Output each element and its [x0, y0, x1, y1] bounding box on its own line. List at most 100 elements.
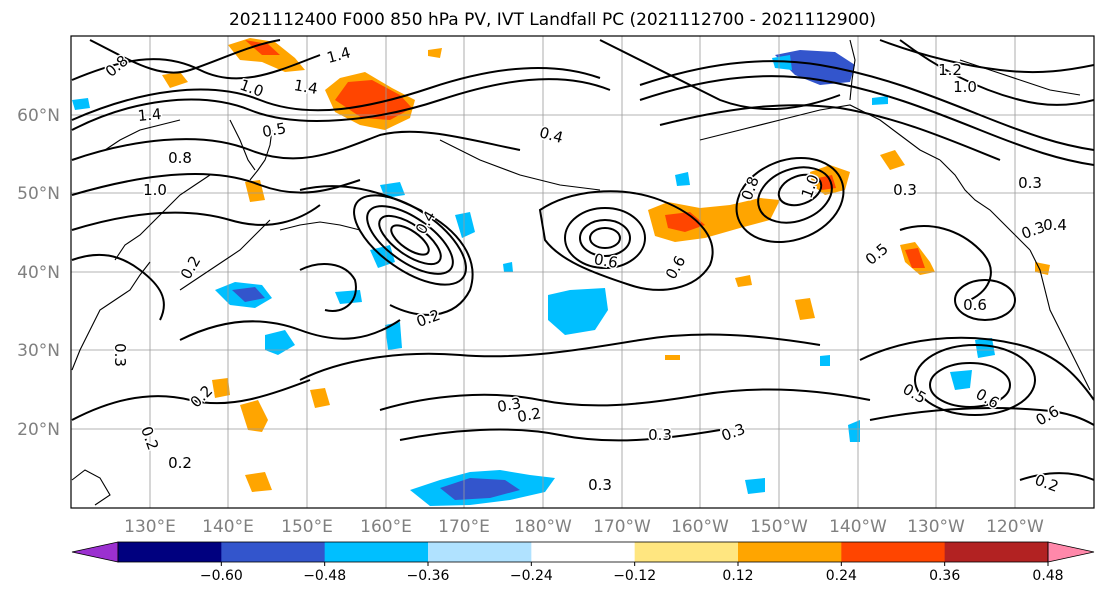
- pv-contour: [929, 362, 1011, 408]
- colorbar-tick-label: −0.24: [510, 568, 553, 584]
- shading-layer: [72, 38, 1050, 506]
- shade-patch: [162, 72, 188, 88]
- contour-label: 0.3: [893, 181, 917, 199]
- colorbar-segment: [428, 542, 532, 562]
- shade-patch: [880, 150, 905, 170]
- contour-label: 0.5: [261, 119, 288, 141]
- lat-label: 60°N: [17, 106, 60, 126]
- contour-label: 1.4: [137, 105, 162, 125]
- colorbar-segment: [221, 542, 326, 562]
- contour-label: 0.4: [1043, 216, 1067, 234]
- coastline: [104, 119, 181, 151]
- pv-contour: [564, 207, 646, 269]
- pv-contour: [89, 39, 281, 74]
- lon-label: 130°W: [907, 517, 965, 537]
- lat-label: 40°N: [17, 263, 60, 283]
- lon-label: 170°W: [593, 517, 651, 537]
- pv-contours: [71, 39, 1094, 481]
- pv-contour: [353, 194, 467, 286]
- coastline: [249, 129, 273, 181]
- pv-contour: [71, 253, 165, 321]
- coastline: [71, 469, 111, 506]
- colorbar-tick-label: −0.60: [200, 568, 243, 584]
- contour-label: 1.0: [143, 181, 167, 199]
- contour-label: 0.3: [1018, 174, 1042, 192]
- pv-contour: [899, 39, 1094, 106]
- colorbar-tick-label: −0.36: [407, 568, 450, 584]
- shade-patch: [795, 298, 815, 320]
- shade-patch: [72, 98, 90, 110]
- pv-contour: [879, 39, 1094, 74]
- colorbar-extend-high: [1047, 541, 1095, 563]
- shade-patch: [820, 355, 830, 366]
- colorbar-segment: [738, 542, 842, 562]
- plot-frame: [70, 35, 1095, 509]
- contour-label: 0.2: [168, 454, 192, 472]
- colorbar-tick-label: 0.12: [722, 568, 753, 584]
- shade-patch: [775, 50, 855, 85]
- pv-contour: [299, 333, 821, 381]
- shade-patch: [385, 322, 402, 350]
- colorbar-segment: [531, 542, 636, 562]
- shade-patch: [848, 420, 860, 442]
- contour-label: 0.3: [588, 476, 612, 494]
- pv-contour: [299, 263, 357, 312]
- contour-label: 0.8: [168, 149, 192, 167]
- pv-contour: [399, 428, 721, 442]
- pv-contour: [914, 344, 1036, 416]
- pv-contour: [538, 190, 714, 291]
- shade-patch: [950, 370, 972, 390]
- contour-label: 0.3: [648, 426, 672, 444]
- colorbar-segment: [841, 542, 946, 562]
- shade-patch: [975, 338, 995, 358]
- shade-patch: [503, 262, 513, 272]
- lon-label: 130°E: [124, 517, 176, 537]
- pv-contour: [599, 39, 841, 111]
- colorbar-segment: [118, 542, 222, 562]
- contour-label: 1.2: [938, 61, 962, 79]
- colorbar-outline: [117, 541, 1049, 563]
- contour-label: 1.4: [293, 76, 320, 98]
- pv-contour: [71, 173, 361, 196]
- pv-contour: [579, 219, 631, 257]
- colorbar-segment: [944, 542, 1049, 562]
- pv-contour: [71, 379, 311, 421]
- colorbar-segment: [324, 542, 429, 562]
- shade-patch: [675, 172, 690, 186]
- lon-label: 140°W: [829, 517, 887, 537]
- pv-contour: [639, 60, 1094, 151]
- pv-contour: [859, 336, 1094, 401]
- colorbar: −0.60 −0.48 −0.36 −0.24 −0.12 0.12 0.24 0.36 0.4…: [71, 541, 1095, 584]
- shade-patch: [440, 478, 520, 500]
- pv-contour: [899, 225, 992, 301]
- shade-patch: [905, 248, 925, 268]
- lon-label: 120°W: [986, 517, 1044, 537]
- pv-contour: [366, 205, 454, 275]
- colorbar-tick-label: 0.48: [1032, 568, 1063, 584]
- pv-contour: [179, 319, 401, 341]
- shade-patch: [665, 355, 680, 360]
- shade-patch: [240, 400, 268, 432]
- shade-patch: [872, 96, 888, 105]
- coastline: [849, 39, 856, 101]
- shade-patch: [335, 80, 412, 120]
- pv-contour: [71, 78, 611, 131]
- latitude-labels: 60°N 50°N 40°N 30°N 20°N: [17, 106, 60, 440]
- coastline: [114, 174, 211, 261]
- shade-patch: [455, 212, 475, 238]
- lon-label: 170°E: [438, 517, 490, 537]
- lon-label: 150°W: [750, 517, 808, 537]
- pv-contour: [299, 185, 474, 316]
- pv-contour: [71, 54, 321, 81]
- lon-label: 160°W: [671, 517, 729, 537]
- shade-patch: [665, 212, 705, 232]
- figure-title: 2021112400 F000 850 hPa PV, IVT Landfall…: [228, 10, 876, 30]
- pv-contour: [954, 279, 1016, 321]
- coastline: [279, 221, 361, 231]
- contour-label: 1.0: [953, 78, 977, 96]
- shade-patch: [265, 330, 295, 355]
- lat-label: 50°N: [17, 184, 60, 204]
- lon-label: 160°E: [360, 517, 412, 537]
- graticule: [71, 36, 1094, 508]
- coastline: [699, 104, 941, 161]
